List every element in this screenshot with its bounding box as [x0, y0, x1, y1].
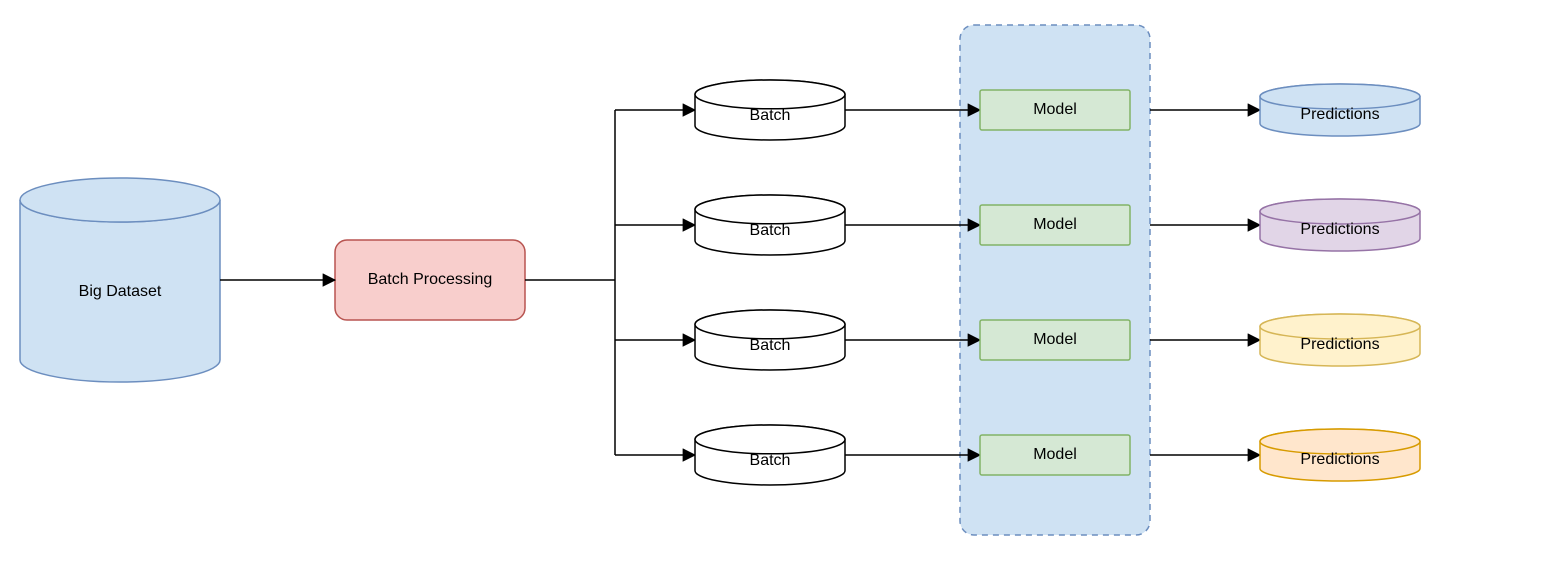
- model-label-2: Model: [1033, 331, 1077, 348]
- batch-label-0: Batch: [750, 107, 791, 124]
- predictions-label-3: Predictions: [1300, 451, 1379, 468]
- batch-label-2: Batch: [750, 337, 791, 354]
- model-label-1: Model: [1033, 216, 1077, 233]
- predictions-label-2: Predictions: [1300, 336, 1379, 353]
- big-dataset-label: Big Dataset: [79, 283, 162, 300]
- batch-processing-label: Batch Processing: [368, 271, 493, 288]
- predictions-label-0: Predictions: [1300, 106, 1379, 123]
- model-label-0: Model: [1033, 101, 1077, 118]
- big-dataset-cylinder: [20, 178, 220, 382]
- model-label-3: Model: [1033, 446, 1077, 463]
- batch-label-3: Batch: [750, 452, 791, 469]
- predictions-label-1: Predictions: [1300, 221, 1379, 238]
- batch-label-1: Batch: [750, 222, 791, 239]
